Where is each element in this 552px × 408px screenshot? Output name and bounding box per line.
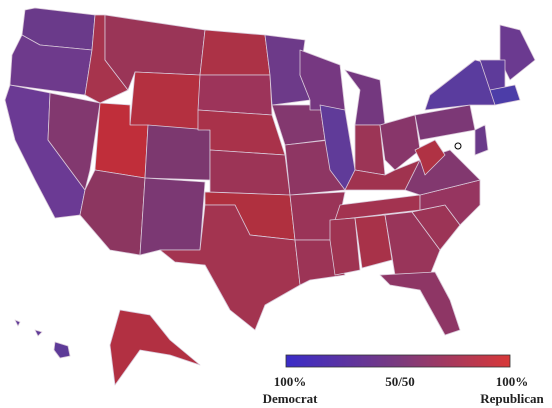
state — [159, 204, 301, 331]
state — [384, 211, 441, 276]
state — [129, 71, 201, 131]
state — [47, 92, 101, 191]
state — [354, 124, 386, 176]
state — [329, 217, 361, 276]
state — [209, 149, 291, 196]
state — [499, 24, 536, 81]
state — [53, 341, 71, 359]
legend-label: 50/50 — [385, 374, 415, 389]
state — [354, 214, 393, 269]
legend-label: 100% — [274, 374, 307, 389]
state — [197, 74, 273, 116]
state — [489, 84, 521, 106]
legend-gradient — [285, 354, 511, 368]
state — [414, 139, 446, 176]
state — [199, 29, 271, 76]
state — [34, 329, 43, 337]
state — [379, 114, 421, 171]
marker — [454, 142, 462, 150]
state — [79, 169, 146, 256]
legend-label: 100% — [496, 374, 529, 389]
state — [139, 177, 206, 256]
state — [414, 104, 476, 141]
state — [474, 124, 489, 156]
states — [4, 7, 536, 386]
state — [144, 124, 211, 181]
legend-label: Democrat — [263, 391, 319, 406]
state — [109, 309, 201, 386]
state — [197, 109, 286, 156]
state — [379, 271, 461, 336]
state — [299, 49, 346, 111]
legend-label: Republican — [480, 391, 544, 406]
state — [14, 319, 21, 327]
state — [344, 69, 386, 126]
